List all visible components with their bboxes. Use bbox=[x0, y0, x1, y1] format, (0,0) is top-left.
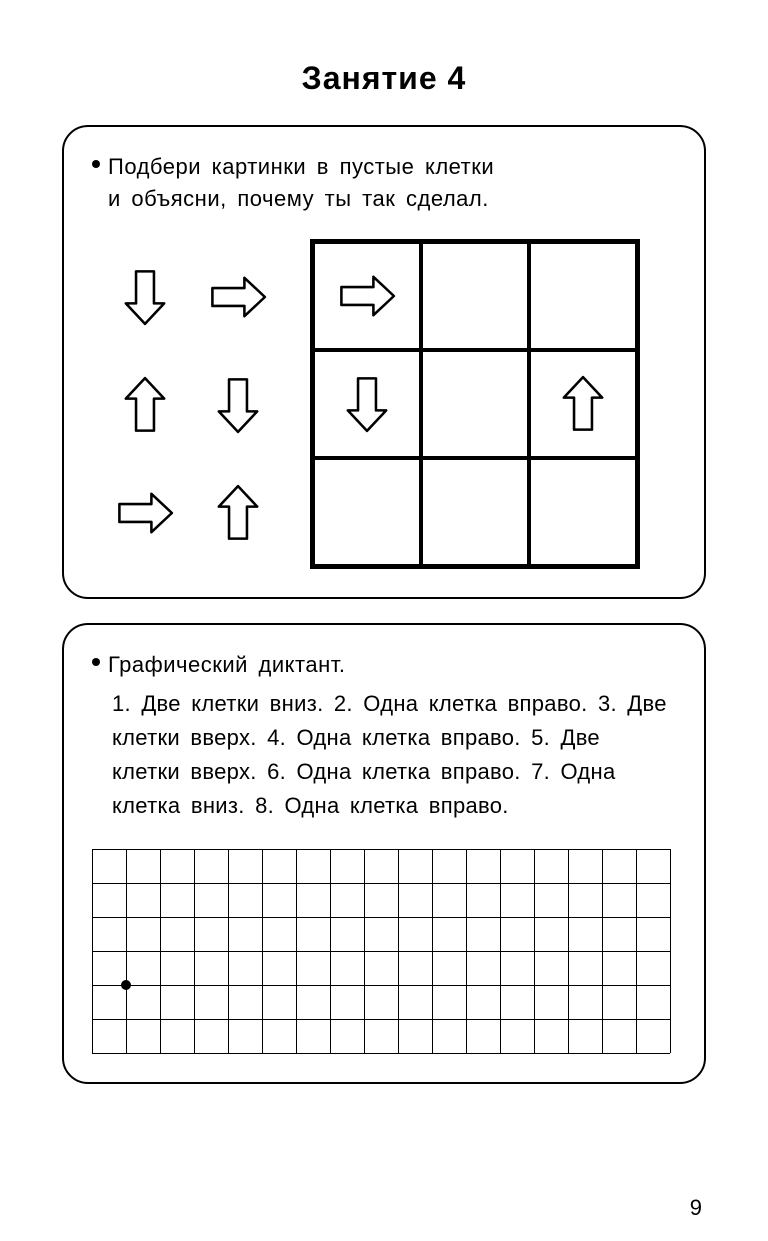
puzzle-cell bbox=[313, 350, 421, 458]
puzzle-cell bbox=[529, 458, 637, 566]
ex1-instruction-line2: и объясни, почему ты так сделал. bbox=[108, 183, 494, 215]
up-arrow-icon bbox=[113, 373, 177, 437]
puzzle-cell bbox=[529, 242, 637, 350]
puzzle-cell bbox=[529, 350, 637, 458]
down-arrow-icon bbox=[113, 265, 177, 329]
dictation-grid-svg bbox=[92, 849, 671, 1054]
page-number: 9 bbox=[690, 1195, 702, 1221]
loose-arrow bbox=[113, 481, 177, 545]
down-arrow-icon bbox=[206, 373, 270, 437]
right-arrow-icon bbox=[113, 481, 177, 545]
loose-arrows-area bbox=[102, 247, 280, 569]
ex1-instruction-line1: Подбери картинки в пустые клетки bbox=[108, 151, 494, 183]
loose-arrow bbox=[206, 265, 270, 329]
ex2-steps: 1. Две клетки вниз. 2. Одна клетка вправ… bbox=[112, 687, 676, 823]
loose-arrow bbox=[206, 481, 270, 545]
bullet-icon bbox=[92, 160, 100, 168]
up-arrow-icon bbox=[206, 481, 270, 545]
puzzle-grid bbox=[310, 239, 640, 569]
loose-arrow bbox=[113, 373, 177, 437]
start-dot-icon bbox=[121, 980, 131, 990]
exercise-2-panel: Графический диктант. 1. Две клетки вниз.… bbox=[62, 623, 706, 1084]
up-arrow-icon bbox=[551, 372, 615, 436]
down-arrow-icon bbox=[335, 372, 399, 436]
ex2-heading: Графический диктант. bbox=[108, 649, 346, 681]
right-arrow-icon bbox=[206, 265, 270, 329]
right-arrow-icon bbox=[335, 264, 399, 328]
dictation-grid bbox=[92, 849, 676, 1054]
bullet-icon bbox=[92, 658, 100, 666]
loose-arrow bbox=[113, 265, 177, 329]
puzzle-cell bbox=[313, 458, 421, 566]
exercise-1-panel: Подбери картинки в пустые клетки и объяс… bbox=[62, 125, 706, 599]
puzzle-cell bbox=[421, 242, 529, 350]
loose-arrow bbox=[206, 373, 270, 437]
puzzle-cell bbox=[421, 350, 529, 458]
lesson-title: Занятие 4 bbox=[62, 60, 706, 97]
puzzle-cell bbox=[421, 458, 529, 566]
puzzle-cell bbox=[313, 242, 421, 350]
